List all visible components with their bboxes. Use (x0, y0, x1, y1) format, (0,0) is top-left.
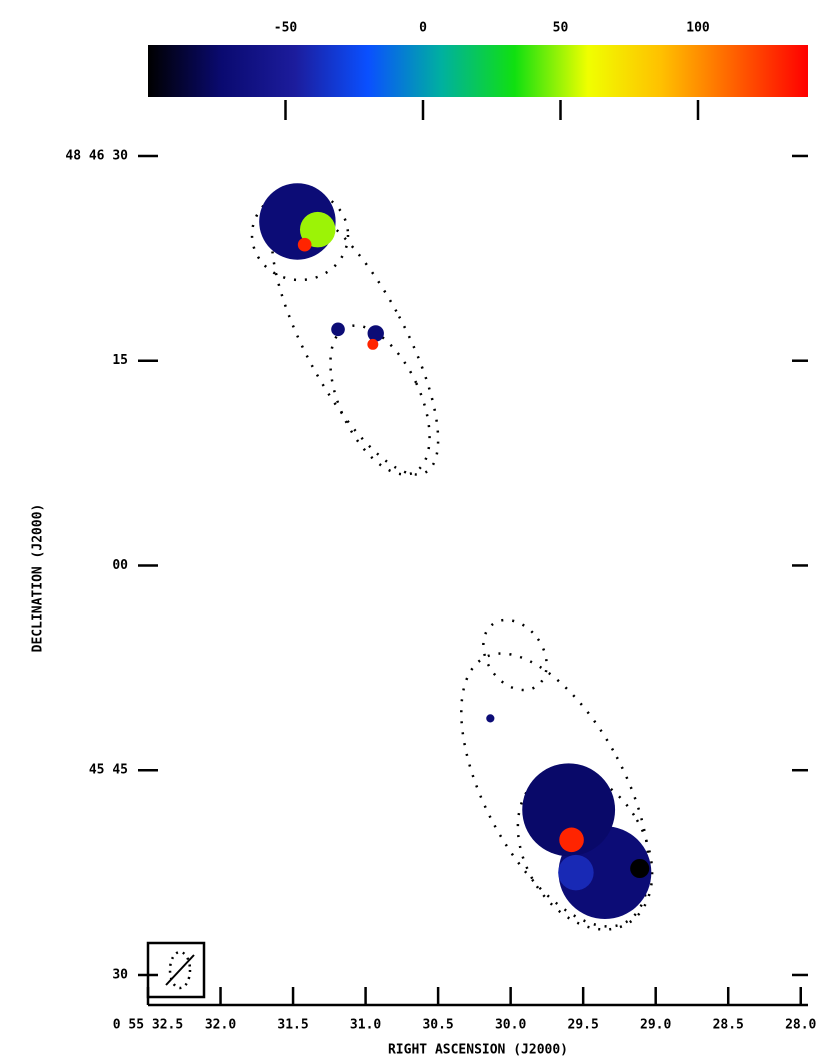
colorbar-tick-label: 50 (553, 21, 569, 36)
x-tick-label: 29.0 (640, 1018, 671, 1033)
image-blob (367, 325, 384, 342)
y-tick-label: 00 (112, 558, 128, 573)
image-blob (367, 338, 379, 350)
image-blob (630, 858, 650, 879)
y-tick-label: 30 (112, 967, 128, 982)
x-tick-label: 32.0 (205, 1018, 236, 1033)
x-tick-label: 31.0 (350, 1018, 381, 1033)
colorbar (148, 45, 808, 97)
image-blob (297, 237, 312, 252)
x-tick-label: 30.0 (495, 1018, 526, 1033)
x-axis-label: RIGHT ASCENSION (J2000) (388, 1043, 568, 1058)
y-tick-label: 48 46 30 (65, 148, 128, 163)
colorbar-tick-label: 0 (419, 21, 427, 36)
x-tick-label: 28.5 (713, 1018, 744, 1033)
x-tick-label: 28.0 (785, 1018, 816, 1033)
y-tick-label: 15 (112, 353, 128, 368)
image-blob (331, 322, 345, 337)
y-axis-label: DECLINATION (J2000) (31, 504, 46, 653)
y-tick-label: 45 45 (89, 763, 128, 778)
colorbar-tick-label: 100 (686, 21, 710, 36)
image-blob (486, 714, 495, 723)
image-blob (559, 827, 584, 853)
x-tick-label: 30.5 (422, 1018, 453, 1033)
contours (250, 188, 654, 931)
colorbar-tick-label: -50 (274, 21, 298, 36)
x-tick-label: 29.5 (568, 1018, 599, 1033)
image-blob (522, 763, 616, 857)
x-tick-label: 31.5 (277, 1018, 308, 1033)
x-tick-label: 0 55 32.5 (113, 1018, 183, 1033)
image-blob (299, 211, 336, 248)
image-blob (558, 854, 594, 891)
beam (146, 941, 206, 999)
